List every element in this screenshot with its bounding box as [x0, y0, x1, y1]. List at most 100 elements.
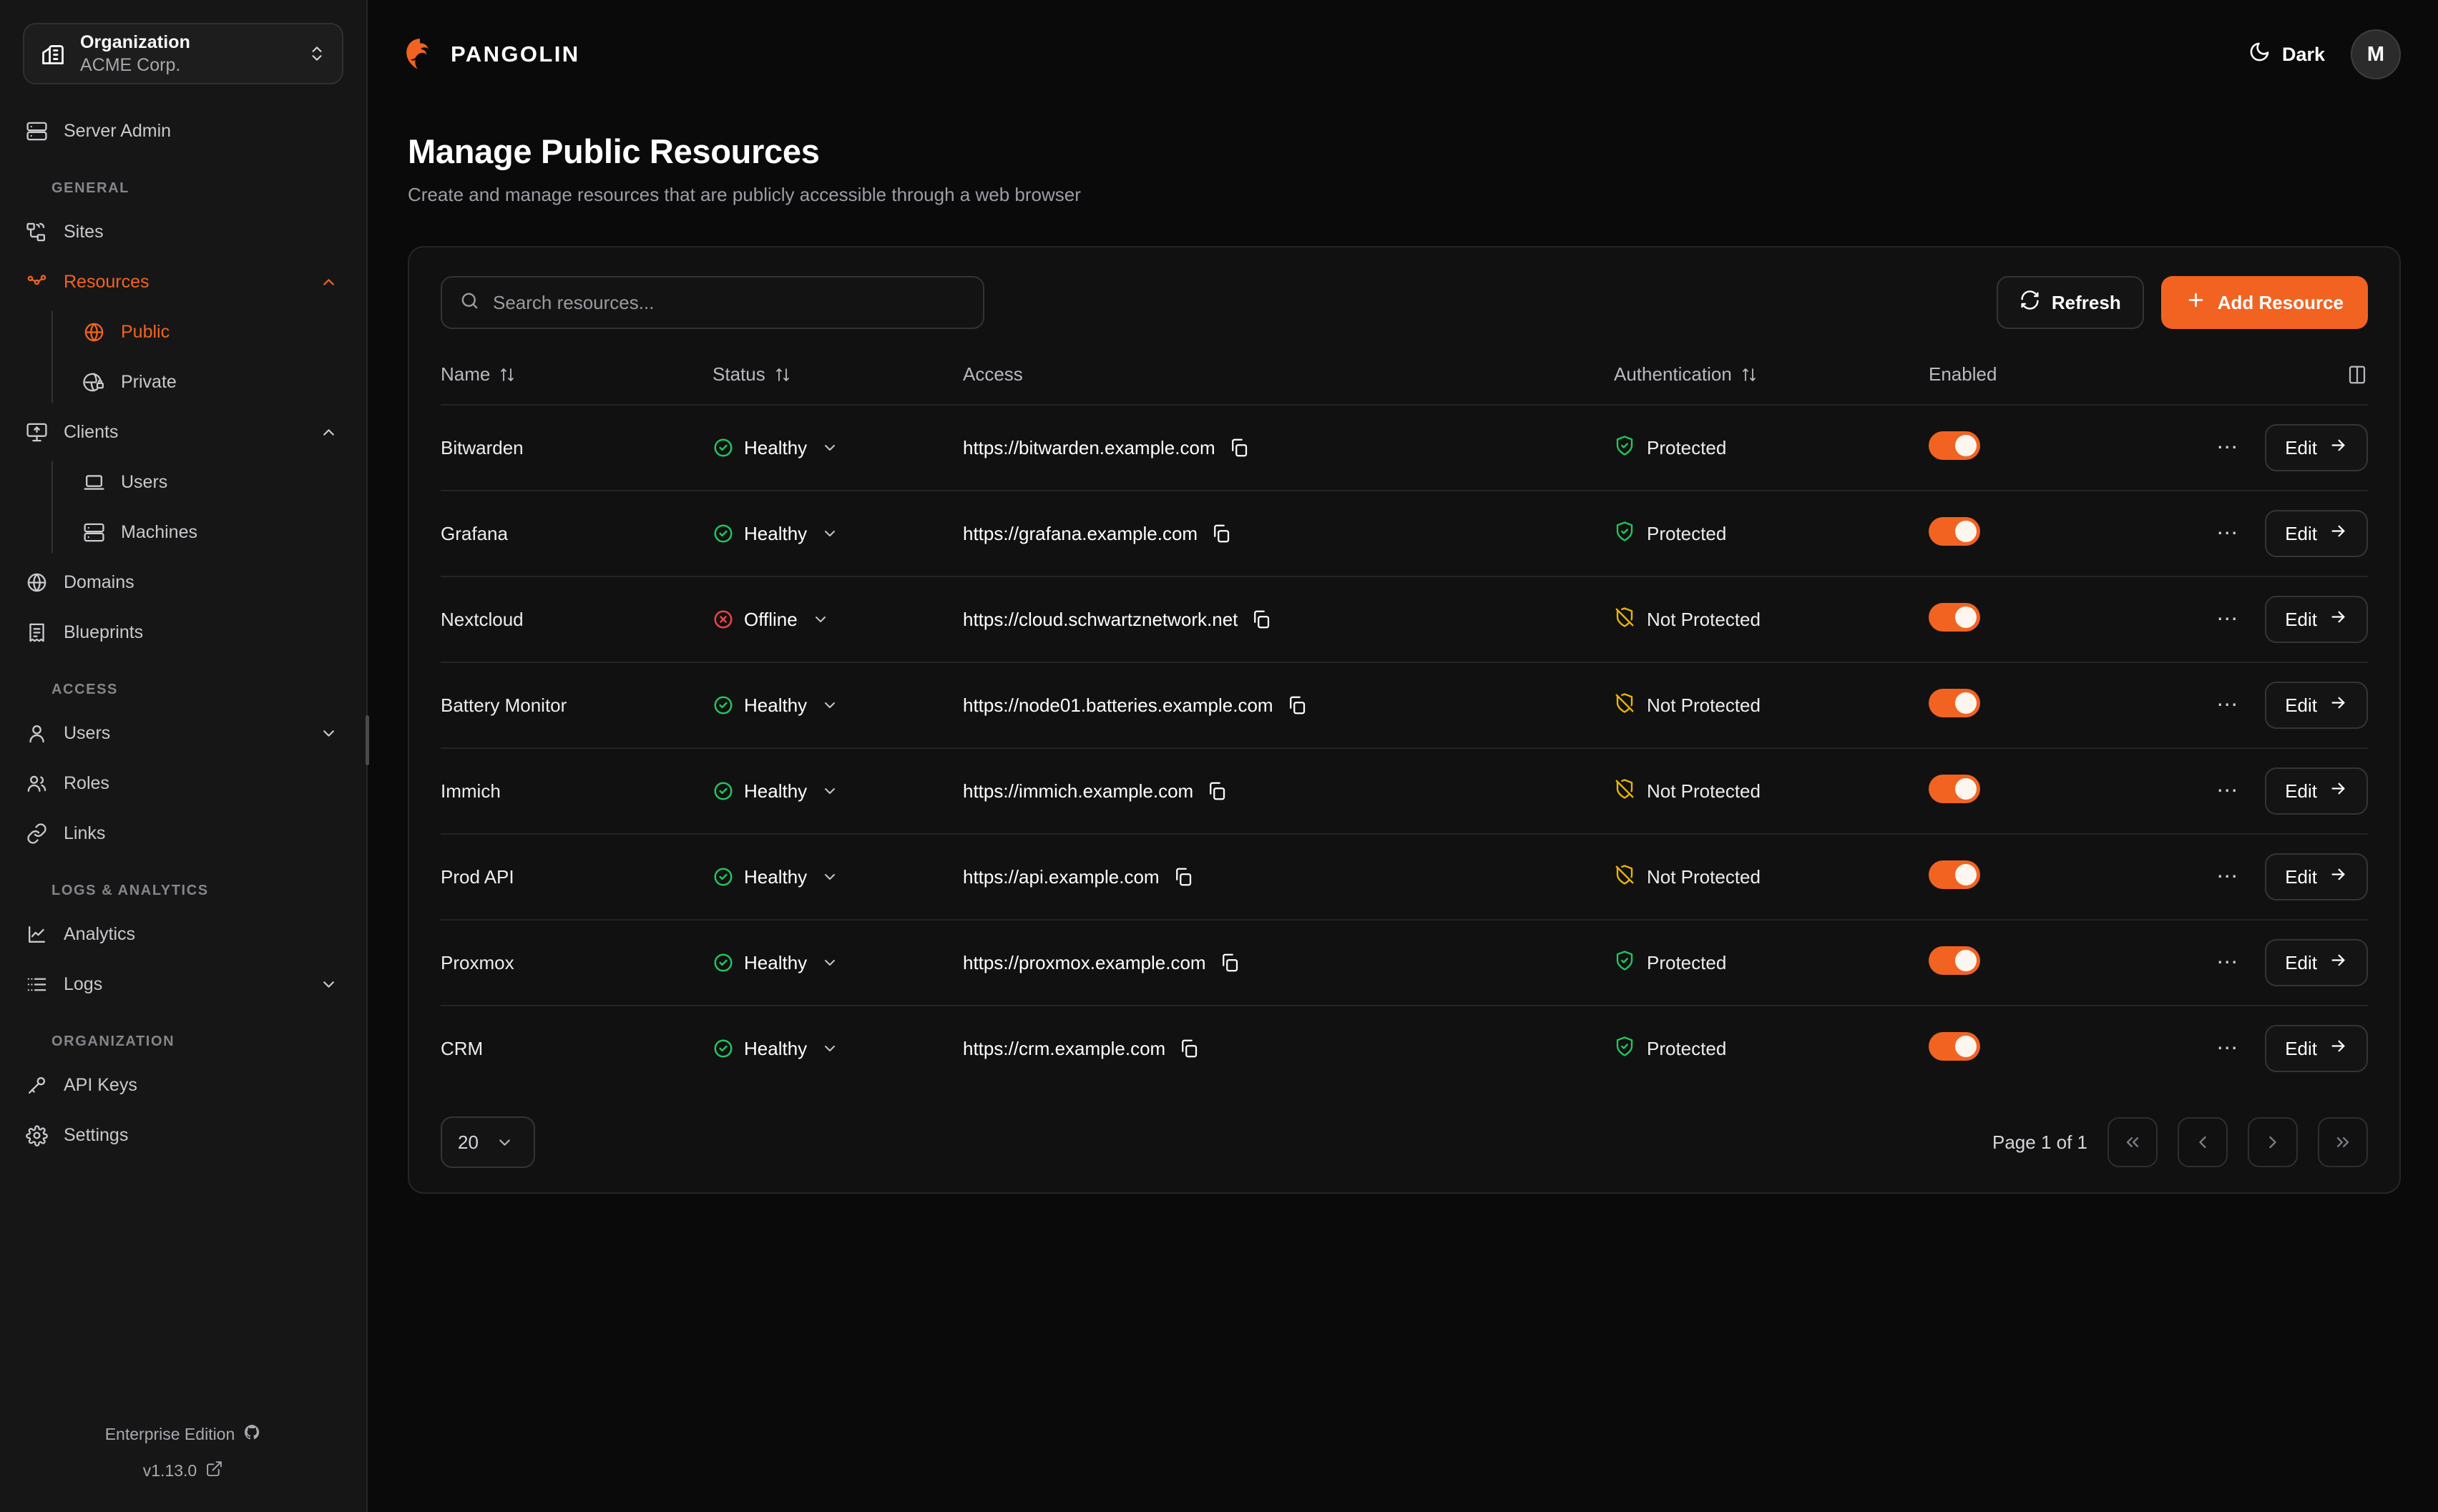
enabled-toggle[interactable]: [1929, 688, 1980, 717]
edit-button[interactable]: Edit: [2265, 596, 2368, 643]
search-box[interactable]: [441, 276, 984, 329]
status-badge[interactable]: Healthy: [713, 780, 963, 802]
sidebar-item-analytics[interactable]: Analytics: [0, 909, 366, 959]
enabled-toggle[interactable]: [1929, 602, 1980, 632]
cell-access: https://immich.example.com: [963, 748, 1614, 834]
table-row[interactable]: Prod API Healthy https://api.example.com No…: [441, 834, 2368, 920]
ellipsis-icon[interactable]: ⋯: [2216, 865, 2240, 888]
next-page-button[interactable]: [2248, 1117, 2298, 1167]
sidebar-item-api-keys[interactable]: API Keys: [0, 1060, 366, 1110]
status-badge[interactable]: Healthy: [713, 523, 963, 545]
status-badge[interactable]: Healthy: [713, 694, 963, 717]
ellipsis-icon[interactable]: ⋯: [2216, 521, 2240, 545]
column-header-authentication[interactable]: Authentication: [1614, 350, 1929, 405]
auth-label: Protected: [1647, 951, 1727, 973]
sidebar-item-blueprints[interactable]: Blueprints: [0, 607, 366, 657]
column-header-actions: [2150, 350, 2368, 405]
enabled-toggle[interactable]: [1929, 1031, 1980, 1061]
ellipsis-icon[interactable]: ⋯: [2216, 1036, 2240, 1060]
sidebar-item-links[interactable]: Links: [0, 808, 366, 858]
pagination-controls: Page 1 of 1: [1992, 1117, 2368, 1167]
sidebar-item-resources[interactable]: Resources: [0, 257, 366, 307]
edition-link[interactable]: Enterprise Edition: [105, 1423, 262, 1445]
enabled-toggle[interactable]: [1929, 774, 1980, 803]
edit-button[interactable]: Edit: [2265, 1025, 2368, 1072]
copy-icon[interactable]: [1286, 694, 1308, 716]
sidebar-item-roles[interactable]: Roles: [0, 758, 366, 808]
link-icon: [26, 823, 48, 845]
cell-authentication: Not Protected: [1614, 834, 1929, 920]
copy-icon[interactable]: [1173, 866, 1194, 888]
enabled-toggle[interactable]: [1929, 946, 1980, 975]
theme-toggle[interactable]: Dark: [2248, 41, 2325, 68]
status-badge[interactable]: Healthy: [713, 952, 963, 974]
search-input[interactable]: [493, 291, 966, 314]
copy-icon[interactable]: [1206, 780, 1228, 802]
ellipsis-icon[interactable]: ⋯: [2216, 607, 2240, 631]
column-header-status[interactable]: Status: [713, 350, 963, 405]
brand[interactable]: PANGOLIN: [402, 36, 580, 72]
table-row[interactable]: Battery Monitor Healthy https://node01.bat…: [441, 662, 2368, 748]
table-row[interactable]: Immich Healthy https://immich.example.com N…: [441, 748, 2368, 834]
enabled-toggle[interactable]: [1929, 516, 1980, 546]
first-page-button[interactable]: [2107, 1117, 2158, 1167]
table-row[interactable]: Grafana Healthy https://grafana.example.co…: [441, 491, 2368, 576]
ellipsis-icon[interactable]: ⋯: [2216, 951, 2240, 974]
copy-icon[interactable]: [1178, 1038, 1200, 1059]
version-link[interactable]: v1.13.0: [143, 1460, 223, 1482]
rows-per-page-select[interactable]: 20: [441, 1116, 535, 1168]
arrow-right-icon: [2329, 1036, 2348, 1061]
status-badge[interactable]: Healthy: [713, 1038, 963, 1060]
edit-label: Edit: [2285, 951, 2317, 973]
status-badge[interactable]: Offline: [713, 609, 963, 631]
edit-button[interactable]: Edit: [2265, 510, 2368, 557]
sidebar-item-domains[interactable]: Domains: [0, 557, 366, 607]
table-row[interactable]: Proxmox Healthy https://proxmox.example.co…: [441, 920, 2368, 1006]
table-row[interactable]: Nextcloud Offline https://cloud.schwartzne…: [441, 576, 2368, 662]
edit-button[interactable]: Edit: [2265, 767, 2368, 815]
toolbar-buttons: Refresh Add Resource: [1996, 276, 2368, 329]
org-switcher[interactable]: Organization ACME Corp.: [23, 23, 343, 84]
sidebar-item-settings[interactable]: Settings: [0, 1110, 366, 1160]
edit-button[interactable]: Edit: [2265, 682, 2368, 729]
copy-icon[interactable]: [1210, 523, 1232, 544]
last-page-button[interactable]: [2318, 1117, 2368, 1167]
status-badge[interactable]: Healthy: [713, 437, 963, 459]
sidebar-item-logs[interactable]: Logs: [0, 959, 366, 1009]
copy-icon[interactable]: [1228, 437, 1250, 458]
refresh-button[interactable]: Refresh: [1996, 276, 2144, 329]
sidebar-item-server-admin[interactable]: Server Admin: [0, 106, 366, 156]
status-badge[interactable]: Healthy: [713, 866, 963, 888]
ellipsis-icon[interactable]: ⋯: [2216, 779, 2240, 802]
table-row[interactable]: CRM Healthy https://crm.example.com Protect…: [441, 1006, 2368, 1091]
auth-protected-icon: [1614, 1036, 1635, 1062]
sidebar-item-clients[interactable]: Clients: [0, 407, 366, 457]
resources-table: Name Status: [441, 350, 2368, 1091]
prev-page-button[interactable]: [2178, 1117, 2228, 1167]
sidebar-scrollbar[interactable]: [366, 715, 369, 765]
github-icon: [243, 1423, 261, 1445]
sidebar-item-users[interactable]: Users: [0, 708, 366, 758]
sidebar-item-users-clients[interactable]: Users: [52, 457, 366, 507]
edit-button[interactable]: Edit: [2265, 424, 2368, 471]
add-resource-button[interactable]: Add Resource: [2160, 276, 2368, 329]
cell-authentication: Not Protected: [1614, 748, 1929, 834]
sidebar-item-machines[interactable]: Machines: [52, 507, 366, 557]
edit-button[interactable]: Edit: [2265, 939, 2368, 986]
sidebar-item-private[interactable]: Private: [52, 357, 366, 407]
copy-icon[interactable]: [1219, 952, 1240, 973]
enabled-toggle[interactable]: [1929, 431, 1980, 460]
enabled-toggle[interactable]: [1929, 860, 1980, 889]
sidebar-item-sites[interactable]: Sites: [0, 207, 366, 257]
cell-enabled: [1929, 491, 2150, 576]
arrow-right-icon: [2329, 865, 2348, 889]
edit-button[interactable]: Edit: [2265, 853, 2368, 900]
avatar[interactable]: M: [2351, 29, 2401, 79]
copy-icon[interactable]: [1250, 609, 1272, 630]
columns-icon[interactable]: [2346, 364, 2368, 386]
ellipsis-icon[interactable]: ⋯: [2216, 436, 2240, 459]
sidebar-item-public[interactable]: Public: [52, 307, 366, 357]
column-header-name[interactable]: Name: [441, 350, 713, 405]
ellipsis-icon[interactable]: ⋯: [2216, 693, 2240, 717]
table-row[interactable]: Bitwarden Healthy https://bitwarden.exampl…: [441, 405, 2368, 491]
